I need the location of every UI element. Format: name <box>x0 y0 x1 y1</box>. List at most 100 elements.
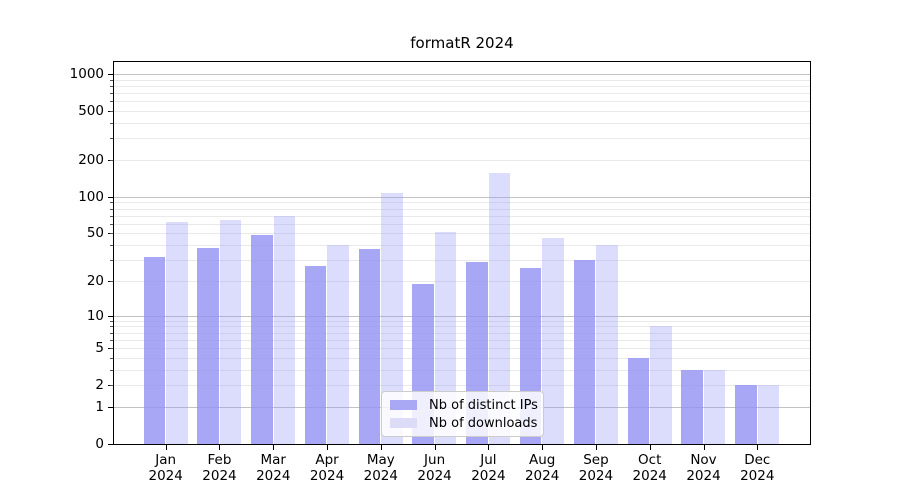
bar-sep-downloads <box>596 245 618 444</box>
y-tick-mark <box>108 444 113 445</box>
gridline-minor <box>114 215 810 217</box>
gridline-minor <box>114 369 810 371</box>
bar-may-downloads <box>381 192 403 444</box>
y-tick-label: 500 <box>78 103 104 120</box>
x-tick-label-apr: Apr 2024 <box>309 452 345 484</box>
legend-label-distinct-ips: Nb of distinct IPs <box>429 397 538 413</box>
x-tick-mark <box>434 445 436 450</box>
gridline-minor <box>114 202 810 204</box>
y-minor-tick-mark <box>110 357 113 359</box>
gridline-minor <box>114 260 810 262</box>
gridline-minor <box>114 123 810 125</box>
legend-item-downloads: Nb of downloads <box>390 416 537 431</box>
bottom-axis-spine <box>113 444 811 445</box>
x-tick-label-mar: Mar 2024 <box>256 452 291 484</box>
gridline-minor <box>114 385 810 387</box>
x-tick-label-dec: Dec 2024 <box>740 452 775 484</box>
x-tick-mark <box>649 445 651 450</box>
y-tick-label: 200 <box>78 152 104 169</box>
y-minor-tick-mark <box>110 85 113 87</box>
y-minor-tick-mark <box>110 202 113 204</box>
y-tick-label: 1 <box>95 398 104 415</box>
x-tick-label-jul: Jul 2024 <box>471 452 506 484</box>
gridline-minor <box>114 357 810 359</box>
y-tick-label: 0 <box>95 436 104 452</box>
y-tick-label: 5 <box>95 340 104 357</box>
gridline-minor <box>114 233 810 235</box>
gridline-major <box>114 315 810 317</box>
legend: Nb of distinct IPs Nb of downloads <box>381 391 544 437</box>
gridline-minor <box>114 332 810 334</box>
gridline-minor <box>114 101 810 103</box>
y-minor-tick-mark <box>110 260 113 262</box>
chart-title: formatR 2024 <box>410 34 514 52</box>
bar-apr-distinct-ips <box>304 265 327 444</box>
bar-apr-downloads <box>327 245 349 444</box>
x-tick-label-may: May 2024 <box>363 452 398 484</box>
x-tick-mark <box>273 445 275 450</box>
legend-swatch-downloads <box>390 418 417 428</box>
x-tick-mark <box>595 445 597 450</box>
y-minor-tick-mark <box>110 93 113 95</box>
legend-swatch-distinct-ips <box>390 400 417 410</box>
y-minor-tick-mark <box>110 369 113 371</box>
y-minor-tick-mark <box>110 101 113 103</box>
y-minor-tick-mark <box>110 332 113 334</box>
x-tick-label-jan: Jan 2024 <box>148 452 183 484</box>
bar-aug-downloads <box>542 237 564 444</box>
y-tick-label: 2 <box>95 377 104 394</box>
y-tick-label: 100 <box>78 188 104 205</box>
gridline-minor <box>114 79 810 81</box>
bar-feb-distinct-ips <box>197 247 219 444</box>
bar-sep-distinct-ips <box>573 260 596 444</box>
x-tick-label-jun: Jun 2024 <box>417 452 452 484</box>
y-minor-tick-mark <box>110 348 113 350</box>
y-minor-tick-mark <box>110 111 113 113</box>
bar-mar-distinct-ips <box>251 234 273 444</box>
gridline-minor <box>114 138 810 140</box>
y-minor-tick-mark <box>110 79 113 81</box>
bar-jul-downloads <box>488 172 511 444</box>
left-axis-spine <box>113 61 114 445</box>
y-minor-tick-mark <box>110 215 113 217</box>
x-tick-label-nov: Nov 2024 <box>686 452 721 484</box>
x-tick-label-sep: Sep 2024 <box>578 452 614 484</box>
y-tick-label: 10 <box>86 307 104 324</box>
gridline-minor <box>114 223 810 225</box>
x-tick-label-aug: Aug 2024 <box>524 452 560 484</box>
bar-nov-distinct-ips <box>681 369 703 444</box>
x-tick-mark <box>488 445 490 450</box>
gridline-minor <box>114 339 810 341</box>
x-tick-mark <box>757 445 759 450</box>
y-minor-tick-mark <box>110 160 113 162</box>
y-minor-tick-mark <box>110 385 113 387</box>
y-minor-tick-mark <box>110 339 113 341</box>
bar-may-distinct-ips <box>358 249 381 444</box>
bar-oct-distinct-ips <box>627 357 650 444</box>
y-minor-tick-mark <box>110 245 113 247</box>
gridline-minor <box>114 208 810 210</box>
bar-dec-distinct-ips <box>735 385 757 444</box>
x-tick-mark <box>542 445 544 450</box>
top-axis-spine <box>113 61 811 62</box>
bar-oct-downloads <box>650 326 672 444</box>
bar-mar-downloads <box>273 215 296 444</box>
x-tick-mark <box>219 445 221 450</box>
gridline-minor <box>114 348 810 350</box>
y-minor-tick-mark <box>110 123 113 125</box>
bar-jan-downloads <box>166 222 188 444</box>
plot-area <box>114 61 810 444</box>
gridline-minor <box>114 85 810 87</box>
y-tick-label: 1000 <box>69 66 104 83</box>
legend-item-distinct-ips: Nb of distinct IPs <box>390 397 538 413</box>
x-tick-mark <box>703 445 705 450</box>
x-tick-label-feb: Feb 2024 <box>202 452 237 484</box>
gridline-minor <box>114 111 810 113</box>
gridline-minor <box>114 245 810 247</box>
gridline-minor <box>114 93 810 95</box>
y-minor-tick-mark <box>110 208 113 210</box>
x-tick-mark <box>380 445 382 450</box>
y-tick-mark <box>108 196 113 198</box>
y-tick-mark <box>108 74 113 76</box>
gridline-minor <box>114 280 810 282</box>
